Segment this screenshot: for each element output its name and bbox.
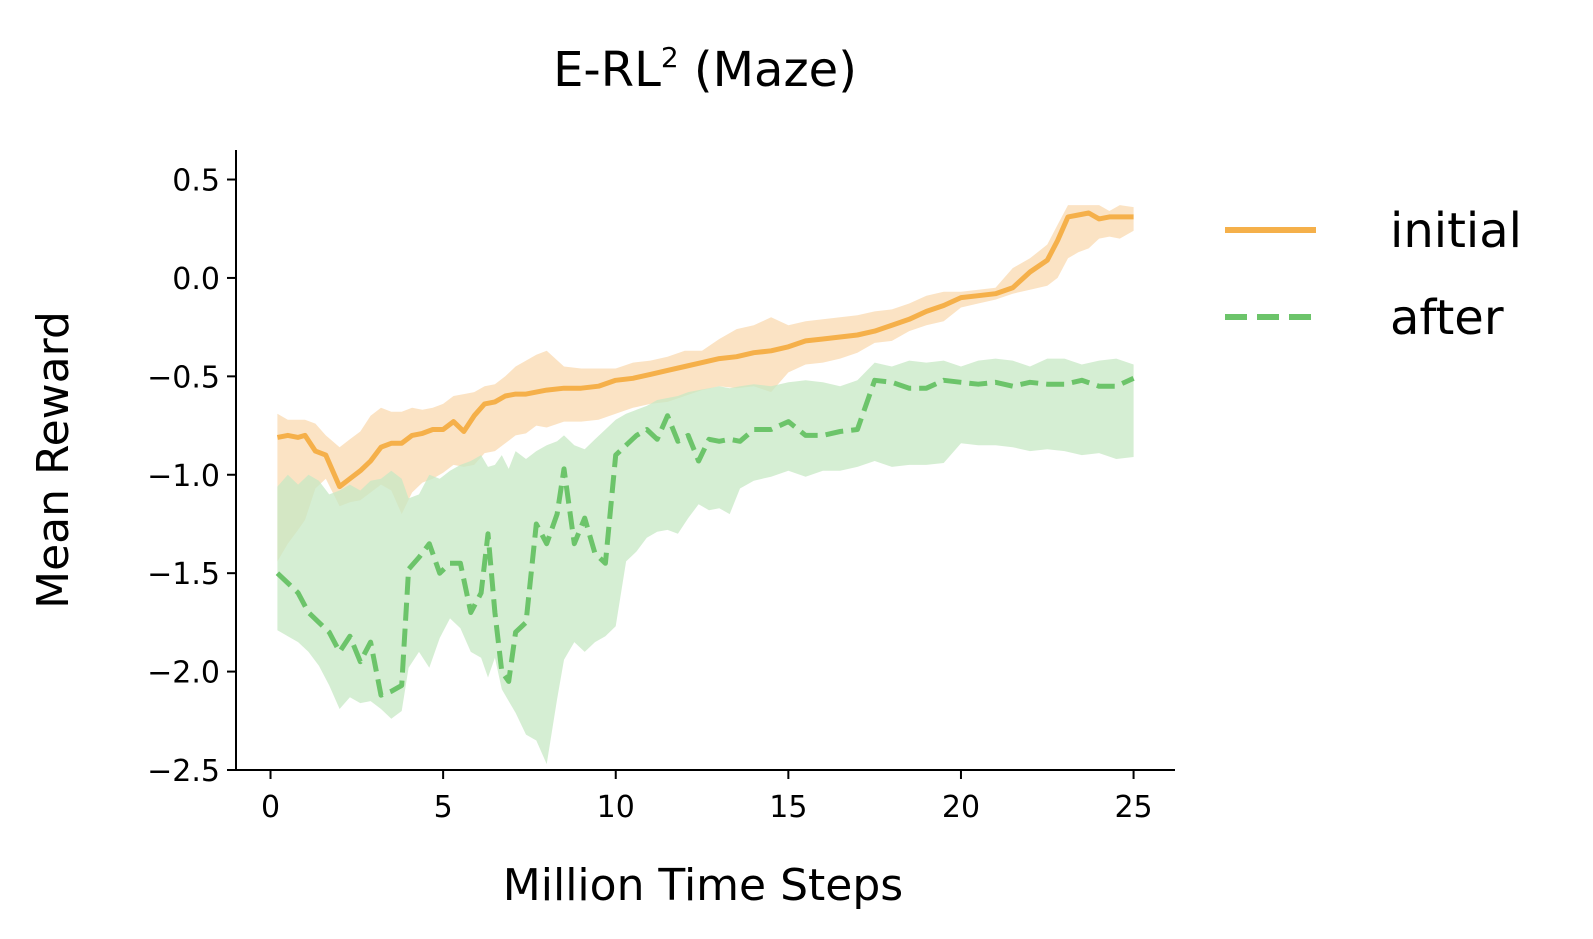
chart-title: E-RL2 (Maze) <box>553 41 857 98</box>
legend: initial after <box>1225 203 1522 346</box>
x-tick-label: 25 <box>1114 790 1152 825</box>
y-axis-title: Mean Reward <box>28 311 79 609</box>
y-tick-label: −2.5 <box>147 754 220 789</box>
chart-title-main: E-RL <box>553 42 661 98</box>
x-tick-label: 5 <box>434 790 453 825</box>
y-tick-label: −0.5 <box>147 360 220 395</box>
legend-label-initial: initial <box>1390 203 1522 259</box>
x-axis-title: Million Time Steps <box>503 860 903 911</box>
chart-title-suffix: (Maze) <box>679 42 857 98</box>
x-tick-label: 0 <box>261 790 280 825</box>
y-tick-label: −2.0 <box>147 656 220 691</box>
chart-title-superscript: 2 <box>661 41 679 74</box>
axes: 0.5 0.0 −0.5 −1.0 −1.5 −2.0 −2.5 0 5 10 15 20 25 <box>147 150 1175 825</box>
x-tick-label: 15 <box>769 790 807 825</box>
x-tick-label: 20 <box>942 790 980 825</box>
confidence-bands <box>277 205 1134 765</box>
band-initial <box>277 205 1134 562</box>
legend-label-after: after <box>1390 290 1504 346</box>
band-after <box>277 358 1134 765</box>
y-tick-label: 0.0 <box>172 262 220 297</box>
series-line-after <box>275 376 1135 698</box>
y-tick-label: −1.0 <box>147 459 220 494</box>
series-line-initial <box>276 210 1134 490</box>
y-tick-label: 0.5 <box>172 164 220 199</box>
y-tick-label: −1.5 <box>147 557 220 592</box>
x-tick-label: 10 <box>597 790 635 825</box>
series-lines <box>275 210 1135 698</box>
